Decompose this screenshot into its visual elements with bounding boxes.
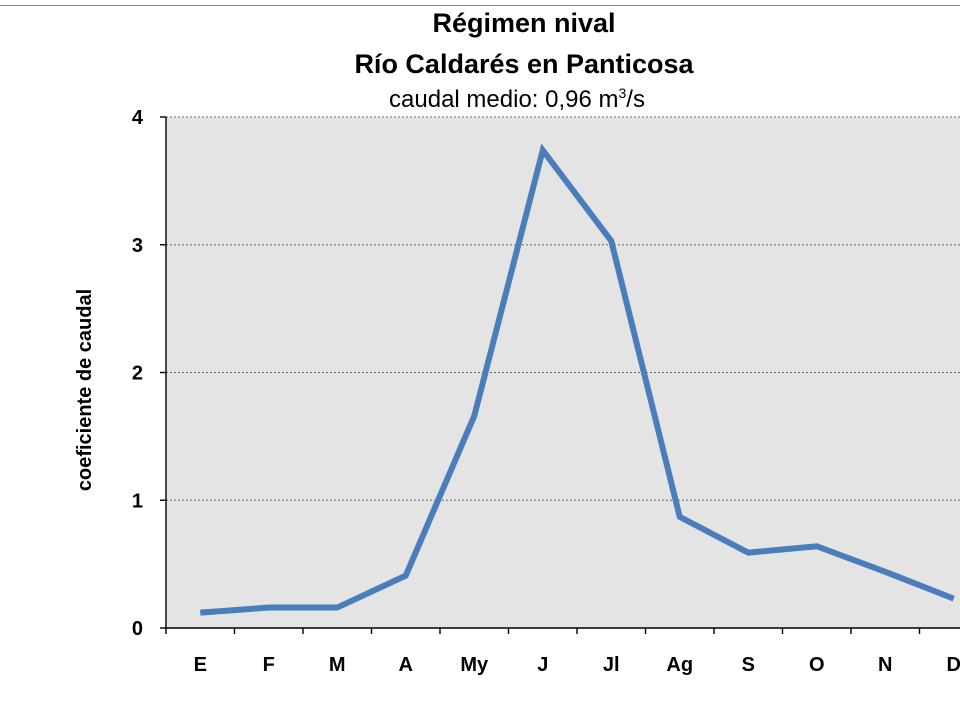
y-axis-ticks: 0 1 2 3 4 bbox=[132, 107, 166, 640]
chart-title-line-2: Río Caldarés en Panticosa bbox=[354, 49, 694, 79]
x-tick-label-s: S bbox=[742, 654, 755, 676]
y-tick-label-0: 0 bbox=[132, 618, 143, 640]
x-tick-label-d: D bbox=[947, 654, 960, 676]
y-axis-label: coeficiente de caudal bbox=[74, 289, 96, 491]
chart-title: Régimen nival bbox=[432, 8, 615, 38]
chart-subtitle-superscript: 3 bbox=[619, 85, 627, 101]
y-tick-label-2: 2 bbox=[132, 363, 143, 385]
y-tick-label-3: 3 bbox=[132, 235, 143, 257]
x-tick-label-n: N bbox=[878, 654, 892, 676]
chart-subtitle-suffix: /s bbox=[626, 86, 645, 113]
x-axis-ticks: E F M A My J Jl Ag S O N D bbox=[165, 628, 960, 676]
x-tick-label-o: O bbox=[809, 654, 825, 676]
plot-area-group: 0 1 2 3 4 E F M A My J Jl Ag S O N D bbox=[132, 107, 960, 676]
chart-subtitle-prefix: caudal medio: 0,96 m bbox=[389, 86, 618, 113]
chart-subtitle: caudal medio: 0,96 m3/s bbox=[389, 85, 645, 113]
series-layer bbox=[200, 143, 955, 616]
grid-lines bbox=[166, 116, 960, 501]
x-tick-label-ag: Ag bbox=[666, 654, 693, 676]
series-line bbox=[200, 143, 955, 616]
x-tick-label-a: A bbox=[399, 654, 413, 676]
y-tick-label-4: 4 bbox=[132, 107, 144, 129]
x-tick-label-my: My bbox=[460, 654, 489, 676]
x-tick-label-f: F bbox=[263, 654, 275, 676]
chart-title-group: Régimen nival Río Caldarés en Panticosa … bbox=[354, 8, 694, 113]
x-tick-label-m: M bbox=[329, 654, 346, 676]
x-tick-label-jl: Jl bbox=[603, 654, 620, 676]
top-border-line bbox=[0, 5, 960, 6]
x-tick-label-j: J bbox=[537, 654, 548, 676]
x-tick-label-e: E bbox=[194, 654, 207, 676]
y-tick-label-1: 1 bbox=[132, 490, 143, 512]
